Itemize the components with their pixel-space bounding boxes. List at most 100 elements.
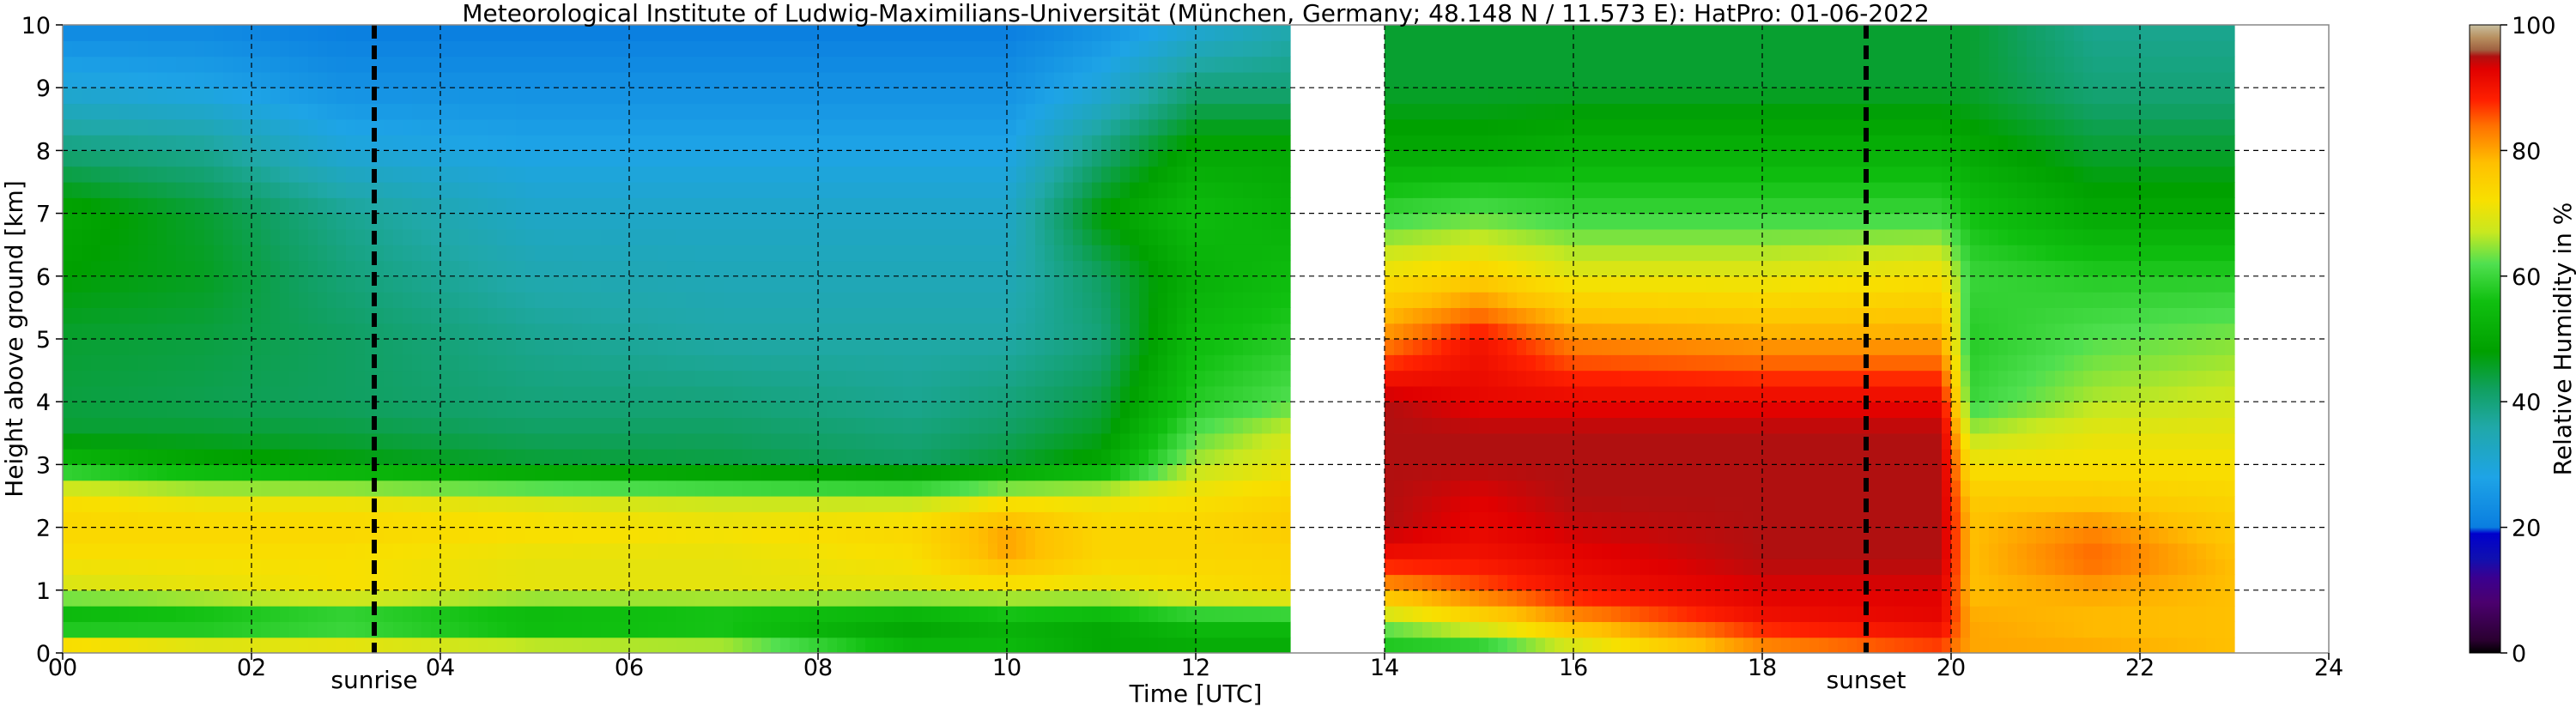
heatmap-cell bbox=[214, 103, 224, 120]
heatmap-cell bbox=[639, 260, 649, 277]
heatmap-cell bbox=[1233, 480, 1244, 497]
heatmap-cell bbox=[1177, 542, 1187, 559]
heatmap-cell bbox=[799, 275, 809, 293]
heatmap-cell bbox=[195, 606, 205, 622]
heatmap-cell bbox=[1016, 542, 1027, 559]
heatmap-cell bbox=[658, 25, 668, 41]
heatmap-cell bbox=[941, 574, 951, 591]
heatmap-cell bbox=[355, 275, 366, 293]
heatmap-cell bbox=[100, 417, 111, 434]
heatmap-cell bbox=[724, 71, 734, 88]
heatmap-cell bbox=[846, 103, 857, 120]
heatmap-cell bbox=[214, 606, 224, 622]
heatmap-cell bbox=[639, 307, 649, 324]
heatmap-cell bbox=[714, 339, 724, 355]
heatmap-cell bbox=[299, 559, 309, 576]
heatmap-cell bbox=[384, 496, 394, 512]
heatmap-cell bbox=[72, 307, 82, 324]
heatmap-cell bbox=[1186, 245, 1197, 262]
heatmap-cell bbox=[865, 213, 876, 230]
heatmap-cell bbox=[308, 228, 318, 245]
heatmap-cell bbox=[346, 292, 356, 308]
heatmap-cell bbox=[82, 449, 92, 465]
heatmap-cell bbox=[969, 25, 979, 41]
heatmap-cell bbox=[960, 480, 970, 497]
heatmap-cell bbox=[148, 275, 158, 293]
heatmap-cell bbox=[705, 213, 715, 230]
heatmap-cell bbox=[837, 275, 847, 293]
heatmap-cell bbox=[827, 213, 838, 230]
heatmap-cell bbox=[648, 182, 658, 198]
heatmap-cell bbox=[393, 464, 403, 481]
heatmap-cell bbox=[582, 292, 592, 308]
heatmap-cell bbox=[129, 496, 139, 512]
heatmap-cell bbox=[818, 542, 828, 559]
heatmap-cell bbox=[478, 339, 488, 355]
heatmap-cell bbox=[110, 511, 120, 529]
heatmap-cell bbox=[856, 228, 866, 245]
heatmap-cell bbox=[148, 166, 158, 183]
heatmap-cell bbox=[544, 480, 555, 497]
heatmap-cell bbox=[941, 25, 951, 41]
heatmap-cell bbox=[204, 496, 215, 512]
heatmap-cell bbox=[979, 432, 989, 450]
heatmap-cell bbox=[1026, 150, 1036, 167]
heatmap-cell bbox=[846, 40, 857, 57]
heatmap-cell bbox=[403, 25, 413, 41]
heatmap-cell bbox=[204, 260, 215, 277]
heatmap-cell bbox=[355, 118, 366, 136]
heatmap-cell bbox=[658, 166, 668, 183]
heatmap-cell bbox=[204, 323, 215, 340]
heatmap-cell bbox=[1111, 339, 1121, 355]
heatmap-cell bbox=[884, 40, 894, 57]
heatmap-cell bbox=[440, 103, 451, 120]
heatmap-cell bbox=[1224, 166, 1234, 183]
heatmap-cell bbox=[790, 118, 800, 136]
heatmap-cell bbox=[525, 339, 536, 355]
heatmap-cell bbox=[969, 402, 979, 419]
heatmap-cell bbox=[82, 464, 92, 481]
heatmap-cell bbox=[280, 559, 290, 576]
heatmap-cell bbox=[979, 150, 989, 167]
heatmap-cell bbox=[563, 323, 573, 340]
heatmap-cell bbox=[1158, 166, 1168, 183]
heatmap-cell bbox=[280, 542, 290, 559]
heatmap-cell bbox=[969, 150, 979, 167]
heatmap-cell bbox=[658, 432, 668, 450]
heatmap-cell bbox=[620, 275, 630, 293]
heatmap-cell bbox=[431, 260, 441, 277]
heatmap-cell bbox=[1215, 354, 1225, 372]
heatmap-cell bbox=[346, 496, 356, 512]
heatmap-cell bbox=[280, 213, 290, 230]
heatmap-cell bbox=[299, 307, 309, 324]
heatmap-cell bbox=[280, 637, 290, 653]
heatmap-cell bbox=[790, 182, 800, 198]
heatmap-cell bbox=[988, 606, 998, 622]
heatmap-cell bbox=[280, 182, 290, 198]
heatmap-cell bbox=[72, 275, 82, 293]
heatmap-cell bbox=[270, 260, 281, 277]
heatmap-cell bbox=[327, 370, 337, 387]
heatmap-cell bbox=[676, 542, 687, 559]
heatmap-cell bbox=[780, 323, 791, 340]
heatmap-cell bbox=[969, 589, 979, 607]
heatmap-cell bbox=[799, 385, 809, 402]
heatmap-cell bbox=[525, 621, 536, 638]
heatmap-cell bbox=[299, 621, 309, 638]
heatmap-cell bbox=[667, 150, 677, 167]
heatmap-cell bbox=[610, 88, 621, 105]
heatmap-cell bbox=[233, 323, 243, 340]
heatmap-cell bbox=[1177, 621, 1187, 638]
heatmap-cell bbox=[365, 402, 375, 419]
heatmap-cell bbox=[714, 103, 724, 120]
heatmap-cell bbox=[459, 182, 470, 198]
heatmap-cell bbox=[138, 559, 148, 576]
heatmap-cell bbox=[724, 135, 734, 151]
heatmap-cell bbox=[82, 56, 92, 73]
heatmap-cell bbox=[544, 56, 555, 73]
heatmap-cell bbox=[865, 606, 876, 622]
heatmap-cell bbox=[110, 417, 120, 434]
heatmap-cell bbox=[1158, 292, 1168, 308]
heatmap-cell bbox=[761, 449, 772, 465]
heatmap-cell bbox=[525, 496, 536, 512]
